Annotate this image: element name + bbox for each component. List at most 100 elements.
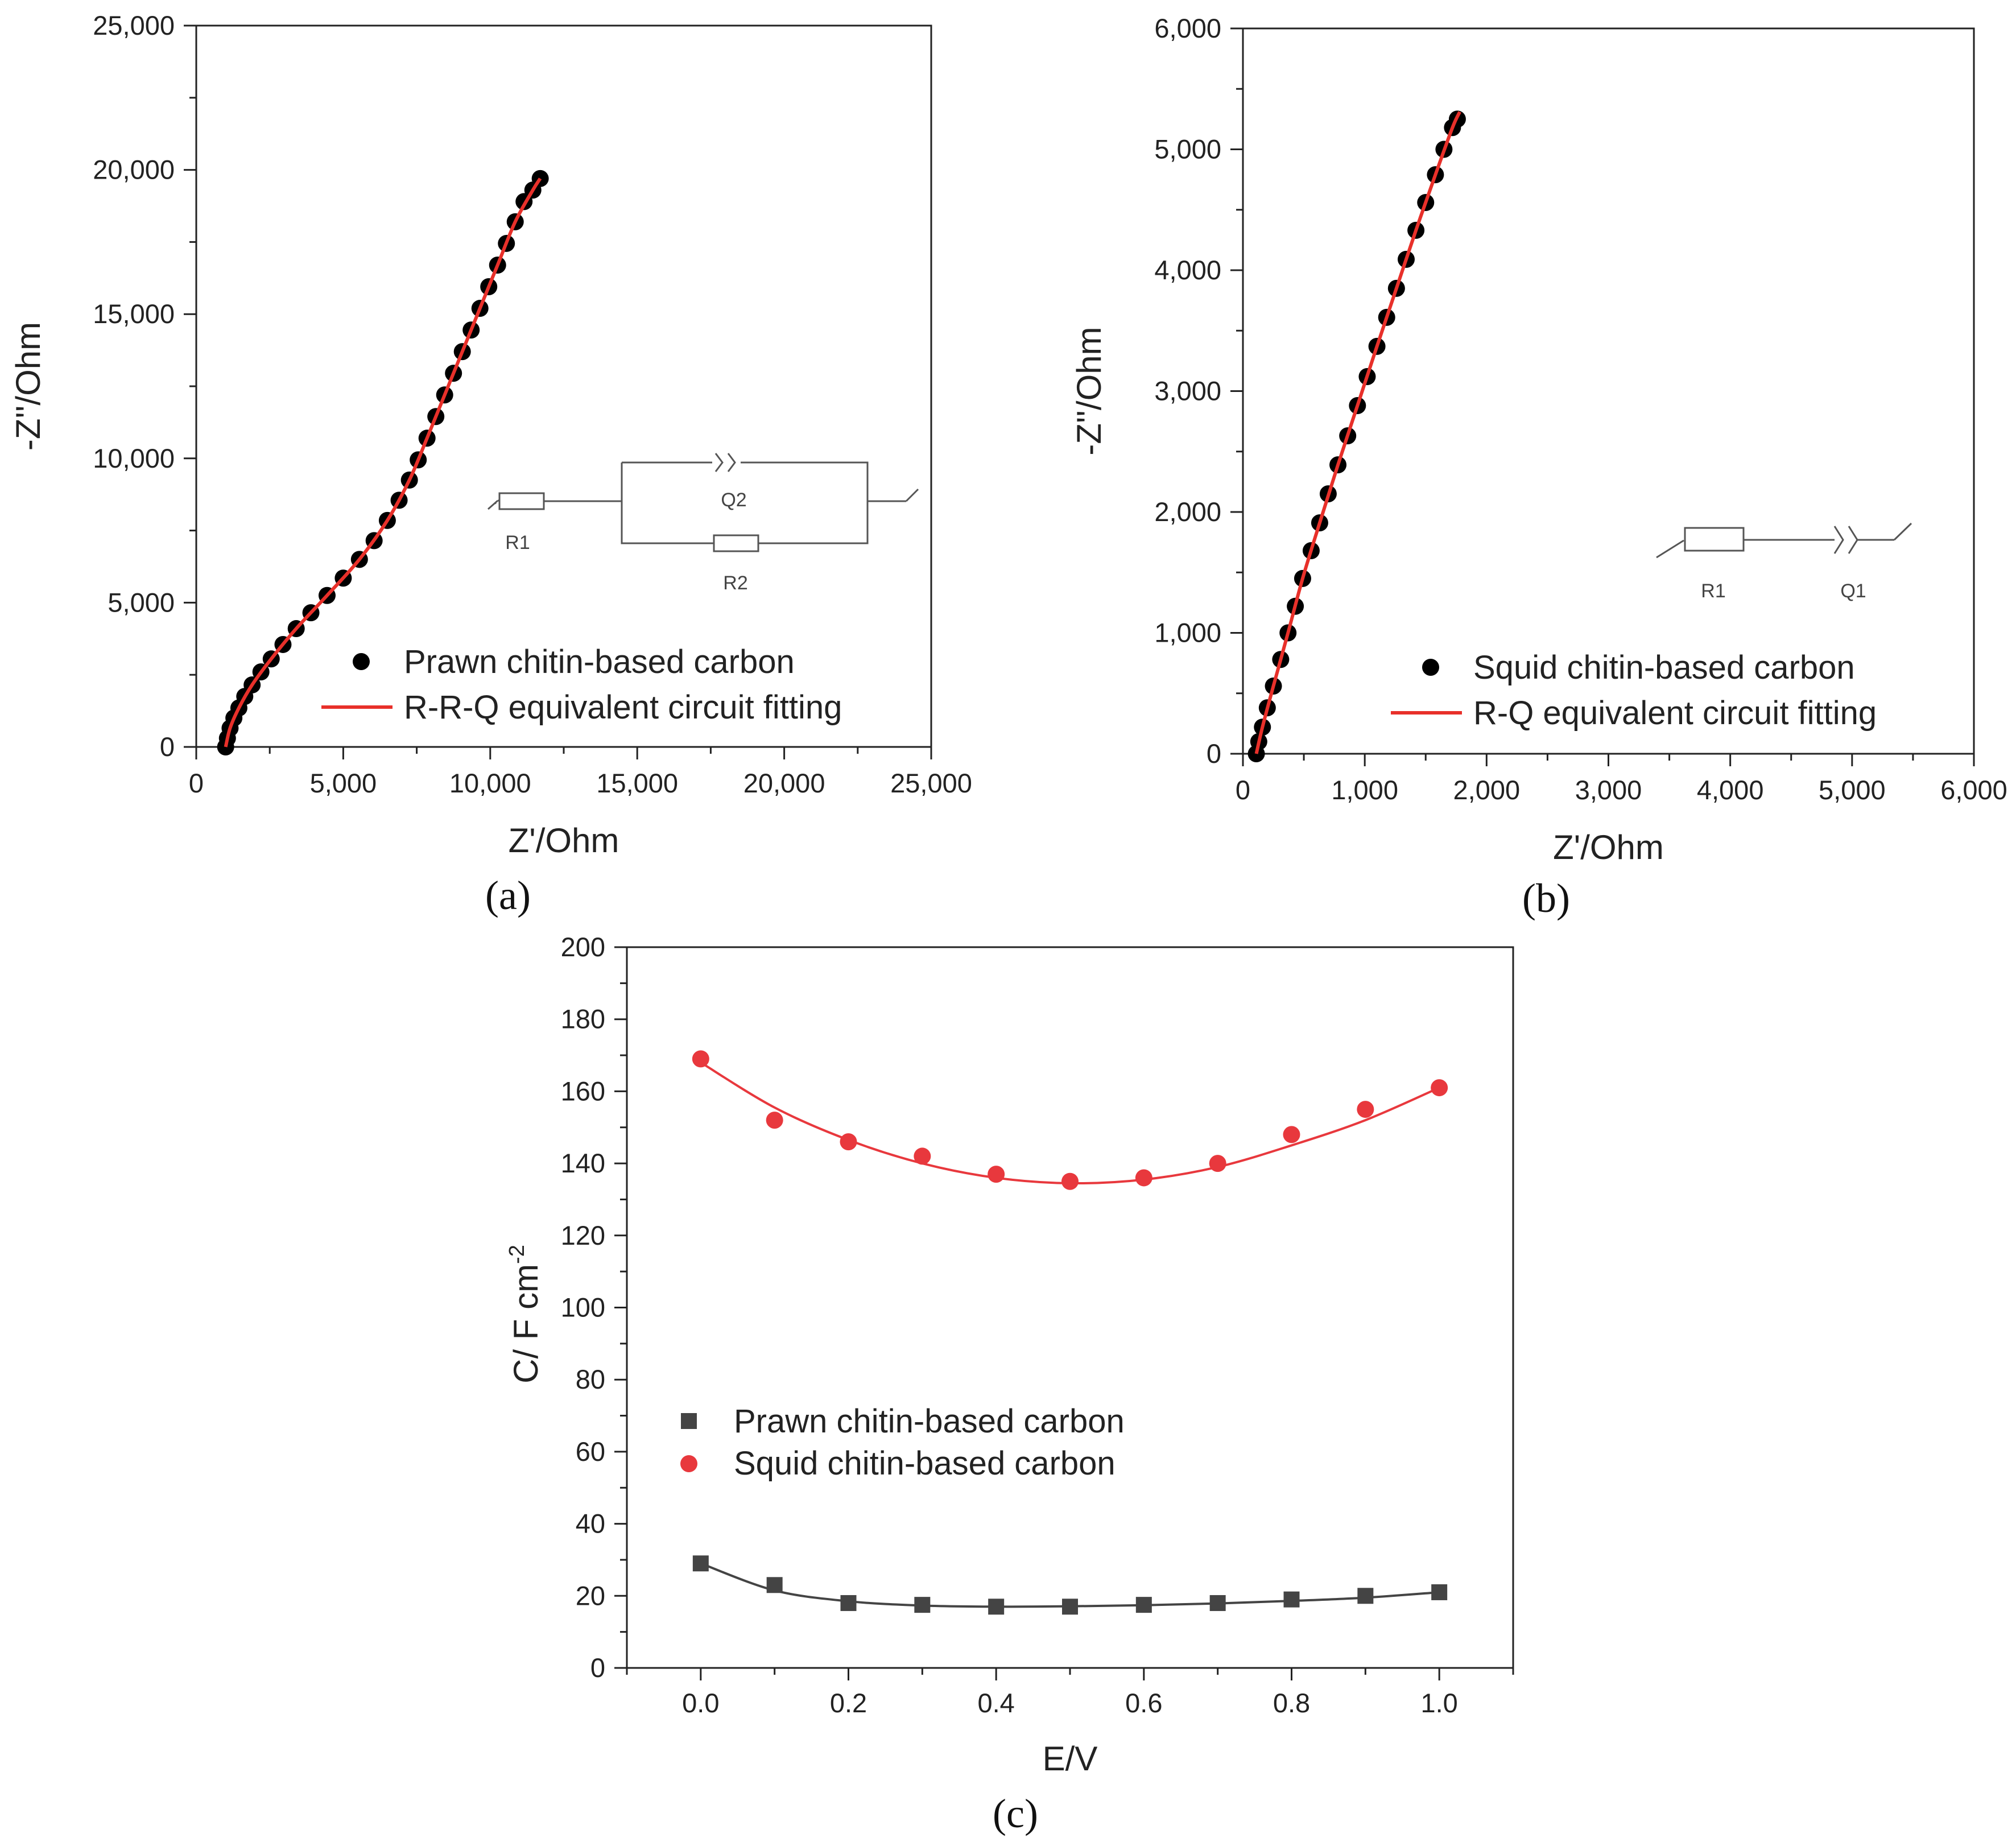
y-tick-label: 25,000	[93, 10, 175, 40]
panel-a-chart: 0 5,000 10,000 15,000 20,000 25,000 0 5,000 10,0…	[9, 10, 972, 918]
y-tick-label: 20,000	[93, 155, 175, 185]
plot-frame	[1242, 27, 1975, 755]
data-point	[1283, 1591, 1300, 1608]
x-tick-label: 0.6	[1125, 1688, 1162, 1718]
data-point	[988, 1599, 1005, 1615]
panel-c-chart: 0.0 0.2 0.4 0.6 0.8 1.0 0 20 40 60 80 100 120 140 160 1…	[505, 932, 1514, 1836]
legend-label-fit: R-R-Q equivalent circuit fitting	[404, 689, 842, 726]
circuit-terminal	[488, 499, 498, 510]
x-axis-title: E/V	[1043, 1740, 1098, 1778]
data-point	[1357, 1588, 1374, 1604]
x-tick-label: 5,000	[310, 768, 377, 798]
y-tick-label: 180	[561, 1004, 605, 1034]
legend-label-prawn: Prawn chitin-based carbon	[734, 1403, 1125, 1440]
y-tick-label: 15,000	[93, 299, 175, 329]
x-tick-label: 3,000	[1575, 775, 1642, 805]
panel-label: (b)	[1522, 875, 1570, 921]
data-point	[1135, 1169, 1152, 1187]
x-tick-label: 1.0	[1420, 1688, 1457, 1718]
data-point	[1061, 1172, 1079, 1190]
y-tick-label: 80	[576, 1364, 605, 1394]
y-tick-label: 2,000	[1154, 497, 1221, 527]
x-tick-label: 0	[189, 768, 204, 798]
circuit-label-r1: R1	[1701, 580, 1725, 602]
y-tick-label: 140	[561, 1148, 605, 1178]
x-tick-label: 4,000	[1697, 775, 1764, 805]
data-point	[840, 1595, 857, 1611]
y-tick-label: 0	[160, 732, 175, 762]
y-tick-label: 4,000	[1154, 255, 1221, 285]
x-tick-label: 20,000	[743, 768, 825, 798]
y-axis-title-main: C/ F cm	[507, 1264, 545, 1383]
legend-label-data: Squid chitin-based carbon	[1473, 649, 1855, 686]
panel-label: (c)	[993, 1791, 1038, 1836]
data-point	[1135, 1597, 1152, 1613]
x-tick-label: 1,000	[1331, 775, 1398, 805]
resistor-r2	[713, 534, 759, 552]
data-point	[1062, 1599, 1078, 1615]
data-point	[1431, 1584, 1448, 1600]
y-tick-label: 5,000	[1154, 134, 1221, 164]
x-tick-label: 0.0	[682, 1688, 719, 1718]
y-axis-title: C/ F cm-2	[505, 1245, 545, 1383]
fit-line	[1254, 111, 1461, 754]
y-tick-label: 120	[561, 1220, 605, 1250]
panel-b-chart: 0 1,000 2,000 3,000 4,000 5,000 6,000 0 1,000 2,0…	[1070, 13, 2007, 921]
data-point	[1357, 1101, 1374, 1118]
y-axis-title-sup: -2	[505, 1245, 529, 1264]
y-tick-label: 3,000	[1154, 376, 1221, 406]
legend-label-fit: R-Q equivalent circuit fitting	[1473, 695, 1877, 732]
y-tick-label: 160	[561, 1076, 605, 1106]
y-axis-title: -Z''/Ohm	[9, 322, 47, 451]
data-point	[692, 1555, 709, 1572]
y-tick-label: 0	[1207, 738, 1221, 769]
data-point	[692, 1050, 709, 1068]
data-point	[1209, 1155, 1226, 1172]
x-tick-label: 25,000	[890, 768, 972, 798]
plot-frame	[195, 24, 932, 748]
y-tick-label: 5,000	[108, 587, 175, 617]
cpe-q2	[714, 453, 736, 472]
circuit-terminal	[1893, 522, 1912, 541]
y-tick-label: 60	[576, 1436, 605, 1467]
y-tick-label: 6,000	[1154, 13, 1221, 43]
resistor-r1	[1684, 527, 1745, 552]
legend-marker-square	[681, 1413, 697, 1429]
data-point	[840, 1133, 857, 1151]
data-point	[1431, 1079, 1448, 1097]
x-tick-label: 2,000	[1453, 775, 1521, 805]
fit-line	[224, 177, 542, 747]
y-tick-label: 0	[590, 1653, 605, 1683]
circuit-terminal	[905, 488, 919, 502]
legend-marker-dots	[1422, 659, 1439, 676]
data-point	[914, 1147, 931, 1165]
data-point	[766, 1112, 783, 1129]
x-tick-label: 15,000	[596, 768, 678, 798]
y-tick-label: 200	[561, 932, 605, 962]
legend-label-squid: Squid chitin-based carbon	[734, 1445, 1116, 1482]
data-point	[766, 1577, 783, 1593]
parallel-branch	[621, 461, 869, 544]
legend-marker-dots	[353, 653, 370, 670]
legend-label-data: Prawn chitin-based carbon	[404, 643, 795, 680]
data-point	[988, 1166, 1005, 1183]
data-point	[914, 1597, 931, 1613]
x-tick-label: 6,000	[1940, 775, 2007, 805]
x-tick-label: 10,000	[449, 768, 531, 798]
circuit-label-q1: Q1	[1840, 580, 1866, 602]
circuit-terminal	[1656, 539, 1684, 559]
data-point	[1283, 1126, 1300, 1143]
x-tick-label: 0.8	[1273, 1688, 1310, 1718]
y-tick-label: 10,000	[93, 443, 175, 473]
x-tick-label: 0.2	[830, 1688, 867, 1718]
y-axis-title: -Z''/Ohm	[1070, 327, 1108, 455]
resistor-r1	[498, 492, 545, 510]
x-axis-title: Z'/Ohm	[1553, 828, 1664, 866]
fit-line	[700, 1062, 1440, 1185]
plot-frame	[626, 946, 1514, 1669]
x-axis-title: Z'/Ohm	[509, 821, 619, 860]
panel-label: (a)	[485, 873, 531, 918]
circuit-label-r1: R1	[505, 532, 530, 554]
data-point	[1209, 1595, 1226, 1611]
